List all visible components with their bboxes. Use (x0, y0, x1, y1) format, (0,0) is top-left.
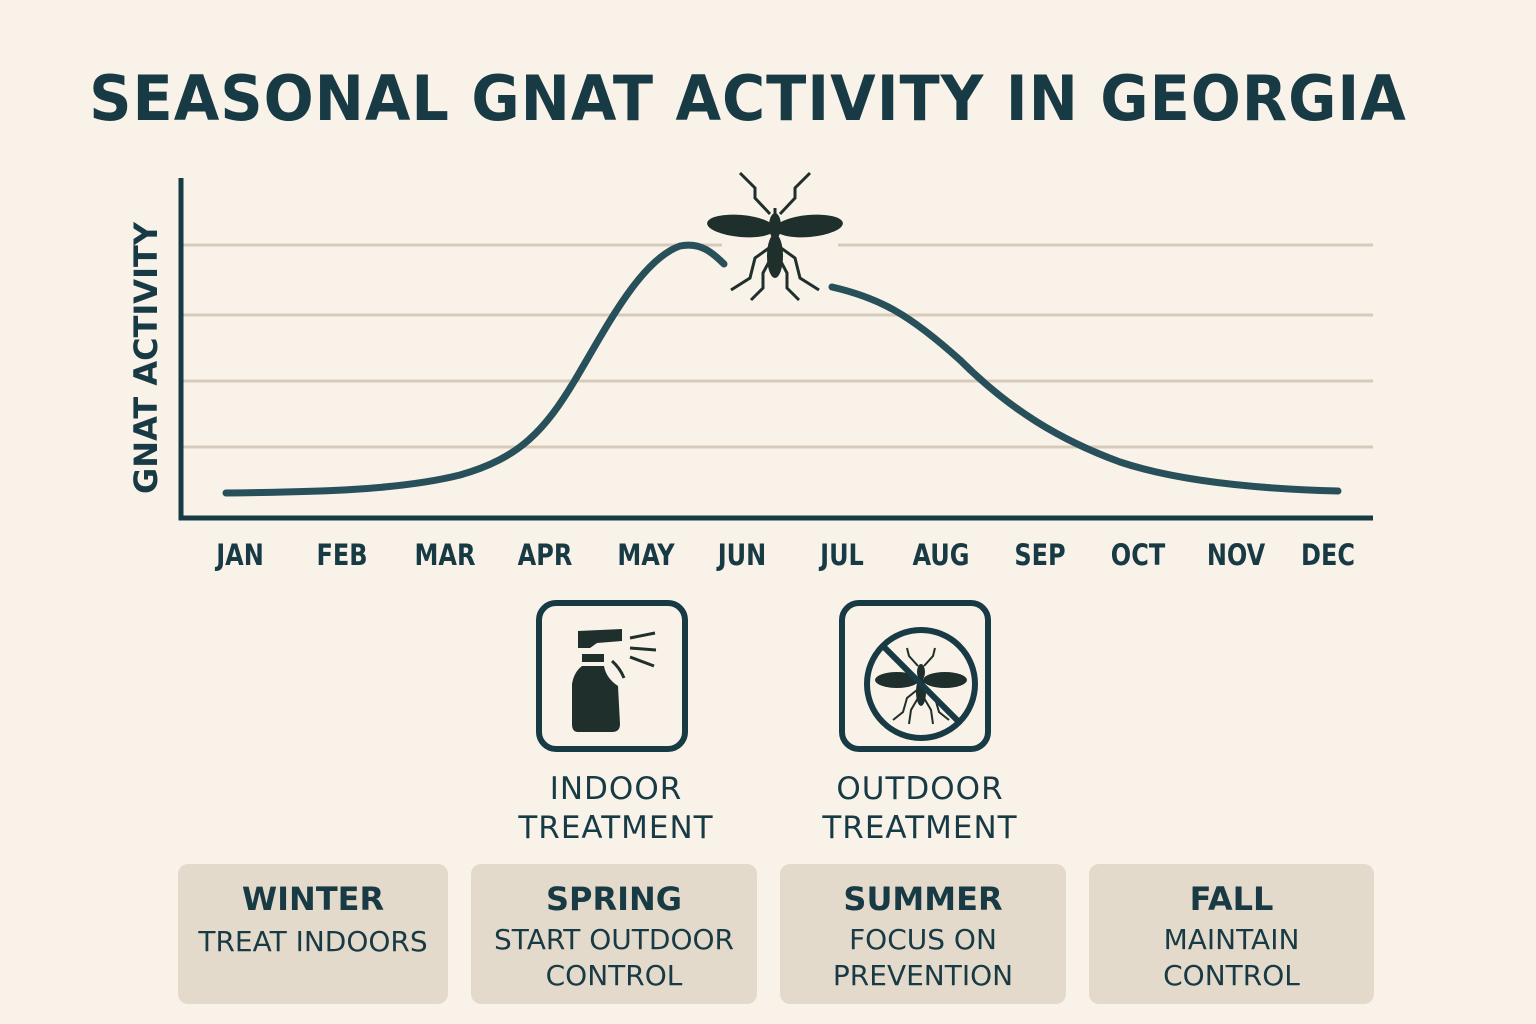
month-label: FEB (316, 538, 368, 572)
indoor-treatment-label: INDOOR TREATMENT (486, 770, 746, 848)
outdoor-treatment-label: OUTDOOR TREATMENT (790, 770, 1050, 848)
season-name: FALL (1189, 880, 1274, 918)
month-label: MAY (617, 538, 675, 572)
season-card-winter: WINTER TREAT INDOORS (178, 864, 448, 1004)
month-label: MAR (414, 538, 476, 572)
axes (178, 178, 1373, 521)
gridlines (183, 243, 1373, 449)
outdoor-treatment-card (839, 600, 991, 752)
month-label: DEC (1301, 538, 1355, 572)
season-card-spring: SPRING START OUTDOOR CONTROL (471, 864, 757, 1004)
month-label: SEP (1014, 538, 1066, 572)
month-label: NOV (1206, 538, 1266, 572)
month-label: APR (517, 538, 573, 572)
season-desc: PREVENTION (832, 959, 1014, 992)
month-label: AUG (912, 538, 970, 572)
month-label: JAN (216, 538, 264, 572)
mosquito-icon (707, 171, 843, 302)
no-mosquito-icon (864, 627, 978, 741)
treatment-label-line: TREATMENT (822, 810, 1018, 846)
season-desc: FOCUS ON (849, 923, 997, 956)
season-card-summer: SUMMER FOCUS ON PREVENTION (780, 864, 1066, 1004)
month-label: JUL (820, 538, 864, 572)
month-label: JUN (717, 538, 767, 572)
season-name: SUMMER (843, 880, 1003, 918)
season-desc: CONTROL (545, 959, 683, 992)
season-desc: MAINTAIN (1163, 923, 1300, 956)
treatment-label-line: INDOOR (549, 771, 683, 807)
season-desc: START OUTDOOR (493, 923, 734, 956)
treatment-label-line: OUTDOOR (836, 771, 1004, 807)
season-desc: CONTROL (1163, 959, 1300, 992)
treatment-label-line: TREATMENT (518, 810, 714, 846)
month-label: OCT (1110, 538, 1166, 572)
season-name: WINTER (241, 880, 385, 918)
season-card-fall: FALL MAINTAIN CONTROL (1089, 864, 1374, 1004)
season-name: SPRING (545, 880, 683, 918)
season-desc: TREAT INDOORS (198, 925, 428, 958)
activity-curve-fall (828, 283, 1342, 495)
page-title: SEASONAL GNAT ACTIVITY IN GEORGIA (89, 62, 1407, 135)
spray-bottle-icon (572, 629, 657, 732)
activity-curve-rise (222, 241, 728, 497)
indoor-treatment-card (536, 600, 688, 752)
activity-chart (178, 171, 1373, 521)
